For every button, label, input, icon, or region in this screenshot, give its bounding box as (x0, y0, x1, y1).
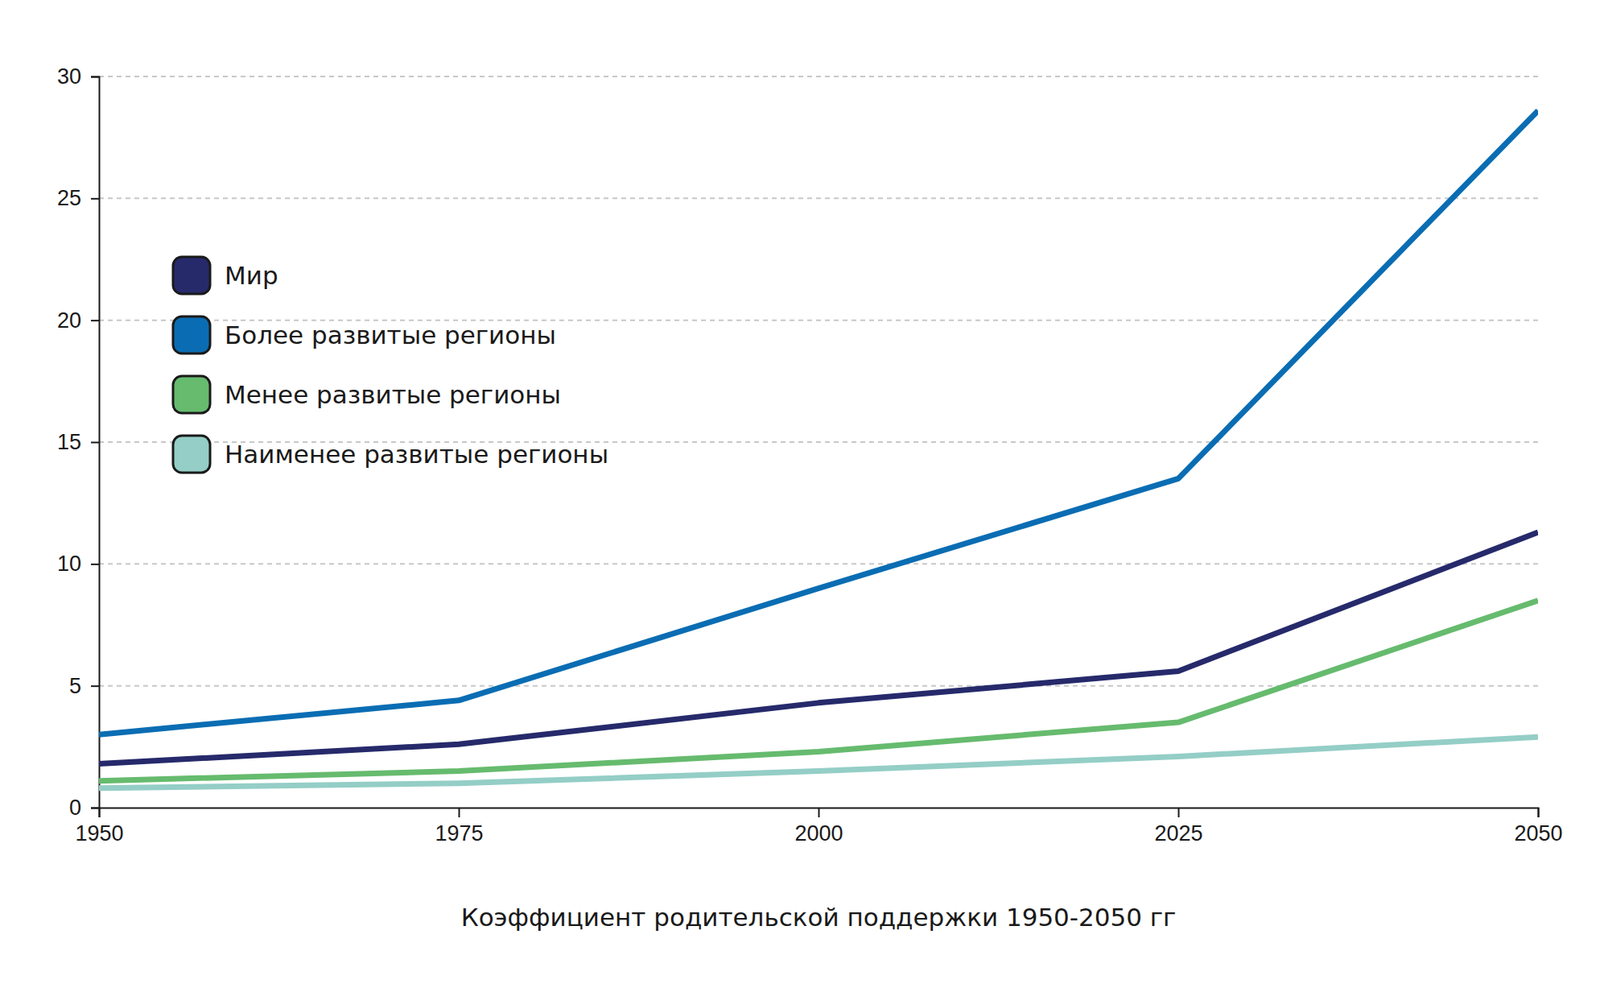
series-line (98, 531, 1539, 764)
tick-label: 20 (57, 308, 82, 333)
tick-mark (458, 807, 461, 817)
tick-label: 0 (69, 795, 82, 820)
legend: Мир Более развитые регионы Менее развитые … (173, 256, 609, 473)
tick-label: 1975 (434, 820, 483, 846)
tick: 2025 (1154, 807, 1203, 846)
tick-mark (90, 807, 99, 809)
tick-label: 10 (57, 551, 82, 576)
tick-mark (90, 441, 99, 444)
legend-swatch (173, 316, 211, 354)
legend-swatch (173, 375, 211, 413)
legend-label: Наименее развитые регионы (224, 439, 609, 469)
tick-mark (90, 563, 99, 565)
tick-mark (1178, 807, 1180, 817)
title: Коэффициент родительской поддержки 1950-… (461, 902, 1177, 932)
tick: 30 (57, 64, 99, 89)
tick: 2000 (794, 807, 843, 846)
tick-label: 15 (57, 429, 82, 454)
tick-label: 2000 (794, 820, 843, 846)
tick-mark (98, 807, 101, 817)
series-line (98, 736, 1539, 788)
legend-item: Наименее развитые регионы (173, 435, 609, 473)
tick: 20 (57, 308, 99, 333)
tick-label: 5 (69, 673, 82, 698)
lines (98, 110, 1539, 788)
tick-mark (90, 684, 99, 687)
legend-label: Мир (224, 260, 279, 290)
tick: 1975 (434, 807, 483, 846)
legend-item: Более развитые регионы (173, 316, 557, 354)
tick: 5 (69, 673, 99, 698)
series-line (98, 110, 1539, 735)
tick-mark (90, 197, 99, 200)
plot: 19501975200020252050051015202530МирБолее… (57, 64, 1563, 846)
grid (98, 76, 1539, 686)
tick-mark (1538, 807, 1540, 817)
axis-line (99, 808, 1539, 818)
tick-label: 30 (57, 64, 82, 89)
legend-item: Менее развитые регионы (173, 375, 561, 413)
tick: 0 (69, 795, 99, 820)
tick-mark (90, 76, 99, 79)
series-line (98, 600, 1539, 781)
legend-item: Мир (173, 256, 279, 294)
legend-label: Более развитые регионы (224, 320, 557, 350)
axis-line (90, 77, 100, 809)
tick: 10 (57, 551, 99, 576)
tick-mark (90, 319, 99, 322)
x-axis: 1950 1975 2000 2025 2050 (74, 807, 1563, 846)
tick: 25 (57, 185, 99, 211)
chart: 19501975200020252050051015202530МирБолее… (0, 0, 1600, 984)
tick-label: 25 (57, 185, 82, 211)
grid-line (98, 75, 1539, 78)
tick: 15 (57, 429, 99, 454)
y-axis: 0 5 10 15 20 25 30 (57, 64, 100, 820)
tick-label: 1950 (74, 820, 124, 846)
grid-line (98, 197, 1539, 199)
legend-swatch (173, 435, 211, 473)
legend-label: Менее развитые регионы (224, 379, 561, 409)
grid-line (98, 684, 1539, 687)
tick-mark (818, 807, 821, 817)
tick: 2050 (1513, 807, 1563, 846)
tick-label: 2025 (1154, 820, 1203, 846)
grid-line (98, 562, 1539, 565)
tick-label: 2050 (1513, 820, 1563, 846)
tick: 1950 (74, 807, 124, 846)
legend-swatch (173, 256, 211, 294)
